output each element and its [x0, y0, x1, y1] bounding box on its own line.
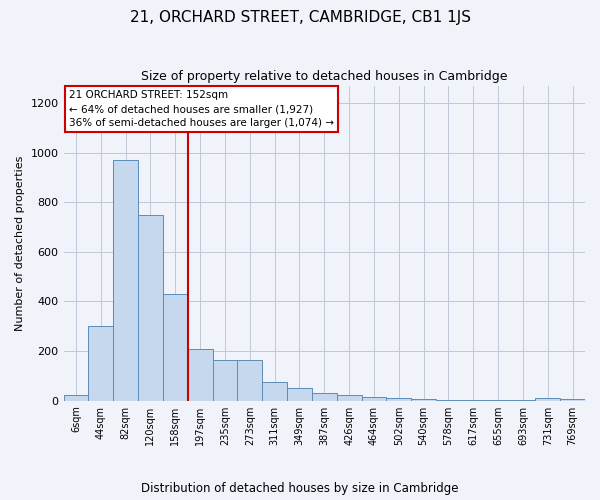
Bar: [238, 360, 262, 401]
Bar: [88, 326, 113, 401]
Bar: [411, 399, 436, 401]
Bar: [436, 400, 461, 401]
Bar: [188, 348, 212, 401]
Text: 21, ORCHARD STREET, CAMBRIDGE, CB1 1JS: 21, ORCHARD STREET, CAMBRIDGE, CB1 1JS: [130, 10, 470, 25]
Bar: [485, 400, 511, 401]
Bar: [113, 160, 138, 401]
Bar: [461, 400, 485, 401]
Bar: [287, 388, 312, 401]
Bar: [64, 396, 88, 401]
Bar: [163, 294, 188, 401]
Bar: [337, 394, 362, 401]
Bar: [138, 214, 163, 401]
Bar: [535, 398, 560, 401]
Title: Size of property relative to detached houses in Cambridge: Size of property relative to detached ho…: [141, 70, 508, 83]
Text: 21 ORCHARD STREET: 152sqm
← 64% of detached houses are smaller (1,927)
36% of se: 21 ORCHARD STREET: 152sqm ← 64% of detac…: [69, 90, 334, 128]
Bar: [362, 397, 386, 401]
Bar: [560, 399, 585, 401]
Text: Distribution of detached houses by size in Cambridge: Distribution of detached houses by size …: [141, 482, 459, 495]
Bar: [386, 398, 411, 401]
Bar: [212, 360, 238, 401]
Bar: [262, 382, 287, 401]
Y-axis label: Number of detached properties: Number of detached properties: [15, 156, 25, 331]
Bar: [312, 394, 337, 401]
